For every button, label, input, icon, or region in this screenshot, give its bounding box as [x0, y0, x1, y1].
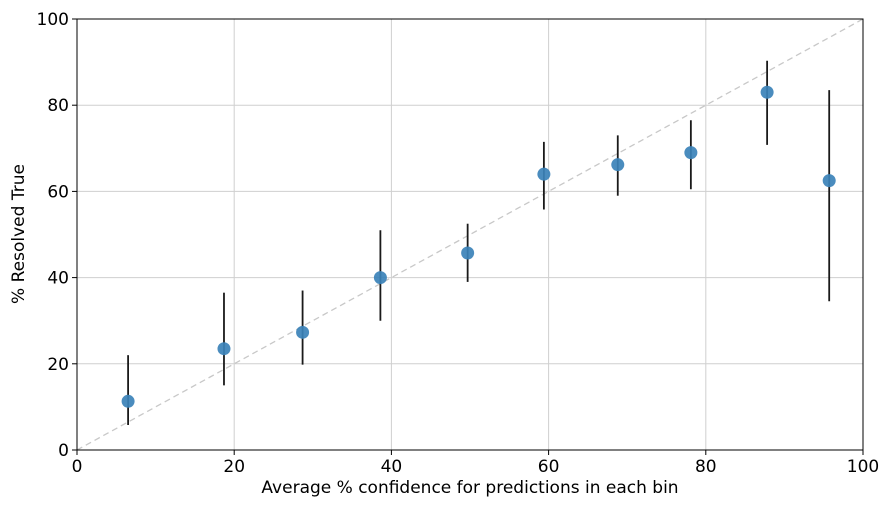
x-tick-label: 40 [381, 457, 403, 477]
x-tick-label: 60 [538, 457, 560, 477]
y-tick-label: 40 [47, 269, 69, 289]
data-point [373, 271, 387, 285]
plot-frame [76, 18, 864, 451]
data-point [121, 394, 135, 408]
data-point [822, 174, 836, 188]
data-point [296, 325, 310, 339]
data-point [461, 246, 475, 260]
x-tick-label: 80 [695, 457, 717, 477]
x-tick-label: 0 [72, 457, 83, 477]
data-point [217, 342, 231, 356]
reference-line-layer [76, 18, 864, 451]
x-axis-label: Average % confidence for predictions in … [261, 478, 678, 498]
x-tick-label: 100 [847, 457, 879, 477]
y-tick-label: 60 [47, 182, 69, 202]
x-tick-label: 20 [223, 457, 245, 477]
y-tick-label: 80 [47, 96, 69, 116]
data-point [611, 158, 625, 172]
y-tick-label: 100 [37, 10, 69, 30]
y-axis-label: % Resolved True [9, 164, 29, 304]
errorbar-layer [127, 60, 831, 426]
perfect-calibration-line [76, 18, 864, 451]
data-point [760, 85, 774, 99]
data-point [684, 146, 698, 160]
y-tick-label: 20 [47, 355, 69, 375]
tick-layer: 0 20 40 60 80 100 0 20 40 60 80 100 [37, 10, 880, 477]
point-layer [121, 85, 836, 408]
y-tick-label: 0 [58, 441, 69, 461]
data-point [537, 167, 551, 181]
